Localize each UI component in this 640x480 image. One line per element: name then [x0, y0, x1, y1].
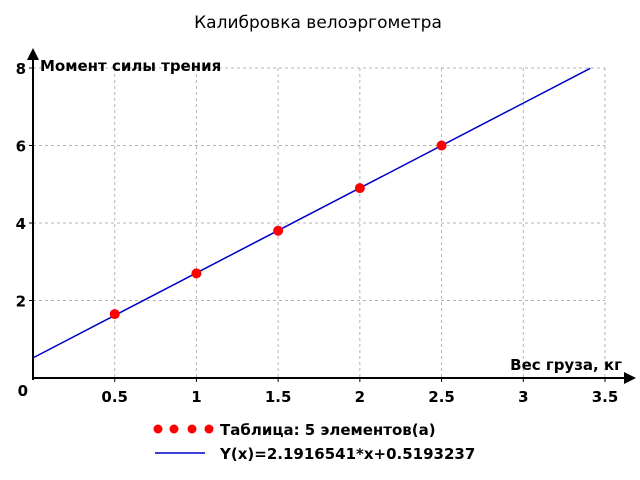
- y-tick-label-3: 8: [16, 60, 26, 78]
- x-tick-label-0: 0.5: [101, 388, 128, 406]
- legend-swatch-dot: [187, 424, 197, 434]
- legend-label-points: Таблица: 5 элементов(а): [220, 421, 436, 439]
- x-tick-label-1: 1: [191, 388, 201, 406]
- y-tick-label-0: 2: [16, 293, 26, 311]
- chart-title: Калибровка велоэргометра: [194, 13, 442, 33]
- origin-label: 0: [18, 382, 28, 400]
- fit-line-series: [32, 67, 591, 359]
- data-point-3: [354, 183, 365, 194]
- x-tick-label-6: 3.5: [592, 388, 619, 406]
- legend-item-points: Таблица: 5 элементов(а): [153, 421, 436, 439]
- legend-item-line: Y(x)=2.1916541*x+0.5193237: [155, 445, 475, 463]
- x-tick-label-3: 2: [355, 388, 365, 406]
- legend-swatch-dot: [169, 424, 179, 434]
- legend: Таблица: 5 элементов(а) Y(x)=2.1916541*x…: [153, 421, 475, 463]
- x-tick-label-4: 2.5: [428, 388, 455, 406]
- x-tick-label-2: 1.5: [265, 388, 292, 406]
- data-points-series: [109, 140, 447, 320]
- data-point-2: [273, 225, 284, 236]
- data-point-0: [109, 309, 120, 320]
- fit-line: [32, 67, 591, 359]
- y-tick-label-2: 6: [16, 138, 26, 156]
- data-point-4: [436, 140, 447, 151]
- y-tick-label-1: 4: [16, 215, 26, 233]
- grid: [33, 67, 606, 378]
- legend-swatch-dot: [204, 424, 214, 434]
- legend-swatch-dot: [153, 424, 163, 434]
- legend-label-line: Y(x)=2.1916541*x+0.5193237: [219, 445, 475, 463]
- y-axis-title: Момент силы трения: [40, 57, 221, 75]
- data-point-1: [191, 268, 202, 279]
- x-axis-title: Вес груза, кг: [510, 356, 622, 374]
- y-axis-ticks: 2 4 6 8: [16, 60, 33, 311]
- x-axis-ticks: 0.5 1 1.5 2 2.5 3 3.5: [101, 378, 618, 406]
- x-tick-label-5: 3: [518, 388, 528, 406]
